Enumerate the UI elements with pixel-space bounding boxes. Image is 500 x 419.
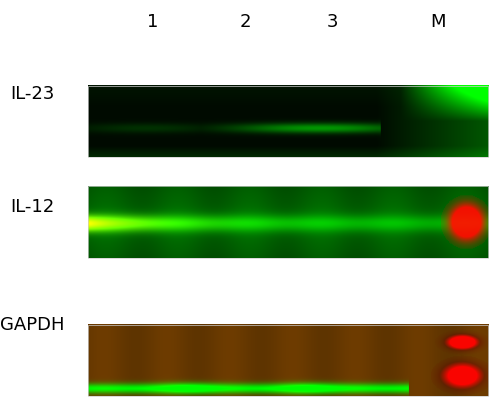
Text: M: M	[430, 13, 446, 31]
Text: 2: 2	[240, 13, 251, 31]
Bar	[88, 186, 488, 258]
Text: IL-12: IL-12	[10, 199, 54, 216]
Text: 1: 1	[147, 13, 158, 31]
Text: 3: 3	[327, 13, 338, 31]
Bar	[88, 86, 488, 157]
Bar	[88, 325, 488, 396]
Text: IL-23: IL-23	[10, 85, 54, 103]
Text: GAPDH: GAPDH	[0, 316, 65, 334]
